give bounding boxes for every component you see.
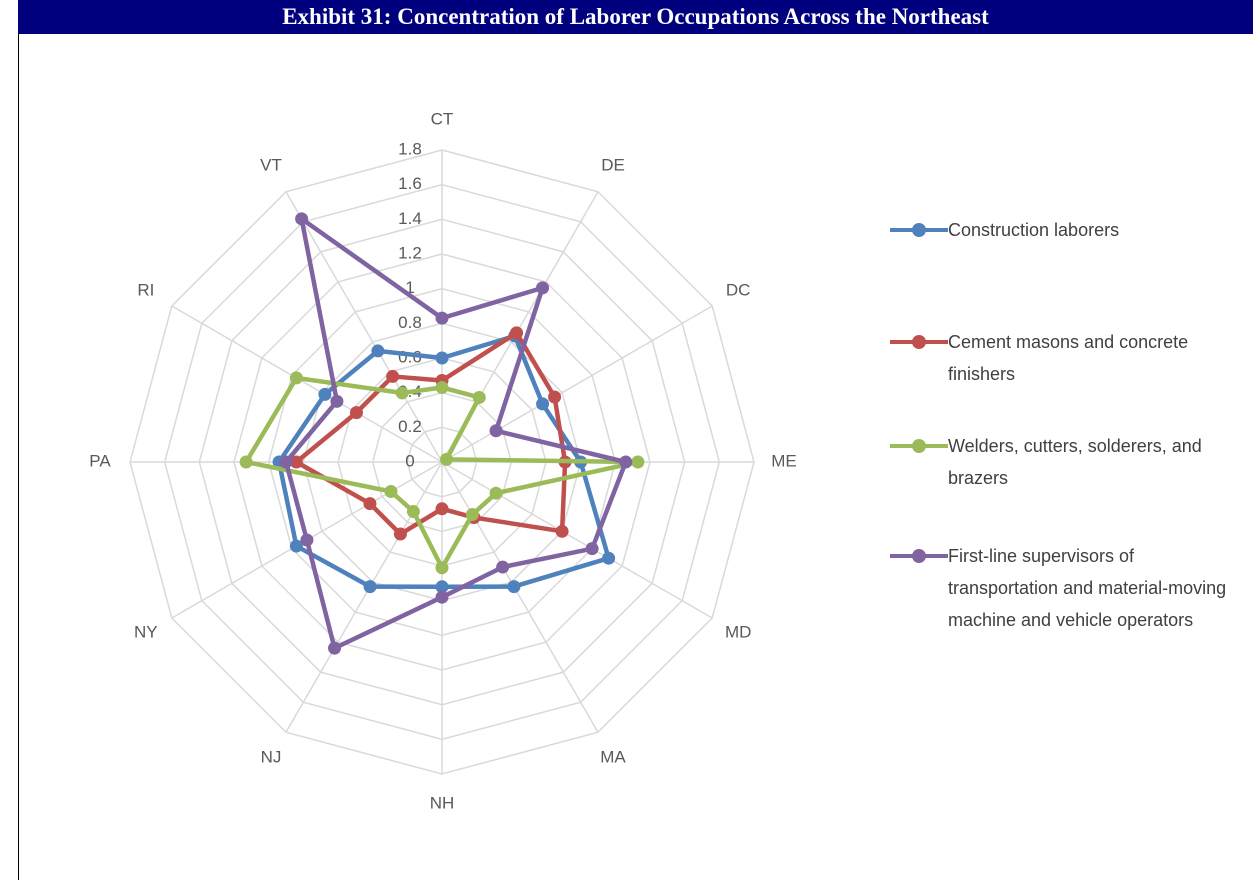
tick-label: 0 <box>405 451 414 470</box>
legend-dot <box>912 549 926 563</box>
series-marker <box>631 455 645 469</box>
spoke <box>441 461 599 733</box>
series-marker <box>440 452 454 466</box>
category-label: CT <box>431 109 454 128</box>
series-marker <box>363 497 377 511</box>
category-label: NY <box>134 622 158 641</box>
series-marker <box>371 344 385 358</box>
spoke <box>441 461 713 619</box>
legend-item: Construction laborers <box>890 214 1243 246</box>
series-marker <box>489 486 503 500</box>
tick-label: 0.2 <box>398 417 422 436</box>
series-marker <box>489 424 503 438</box>
series-marker <box>349 406 363 420</box>
series-marker <box>295 212 309 226</box>
legend-item: Welders, cutters, solderers, and brazers <box>890 430 1243 494</box>
series-marker <box>239 455 253 469</box>
category-label: VT <box>260 155 282 174</box>
frame <box>18 34 19 880</box>
tick-label: 1.2 <box>398 243 422 262</box>
legend-label: Welders, cutters, solderers, and brazers <box>948 436 1202 488</box>
series-marker <box>289 539 303 553</box>
legend-dot <box>912 335 926 349</box>
series-marker <box>435 502 449 516</box>
category-label: RI <box>137 280 154 299</box>
series-marker <box>330 394 344 408</box>
series-marker <box>435 380 449 394</box>
series-marker <box>465 508 479 522</box>
legend-label: Cement masons and concrete finishers <box>948 332 1189 384</box>
series-marker <box>536 397 550 411</box>
series-marker <box>435 580 449 594</box>
tick-label: 1 <box>405 278 414 297</box>
series-marker <box>279 455 293 469</box>
spoke <box>441 305 713 463</box>
spoke <box>285 191 443 463</box>
legend-key <box>890 214 948 246</box>
series-marker <box>510 326 524 340</box>
series-marker <box>289 455 303 469</box>
chart-title: Exhibit 31: Concentration of Laborer Occ… <box>18 0 1253 34</box>
series-marker <box>555 524 569 538</box>
series-marker <box>435 590 449 604</box>
series-marker <box>435 351 449 365</box>
category-label: ME <box>771 451 797 470</box>
category-label: PA <box>89 451 111 470</box>
series-marker <box>300 533 314 547</box>
series-marker <box>406 505 420 519</box>
series-marker <box>289 371 303 385</box>
tick-label: 0.8 <box>398 313 422 332</box>
category-label: NJ <box>261 748 282 767</box>
series-marker <box>395 386 409 400</box>
legend-label: First-line supervisors of transportation… <box>948 546 1227 630</box>
tick-label: 1.6 <box>398 174 422 193</box>
series-marker <box>507 580 521 594</box>
category-label: DC <box>726 280 751 299</box>
series-marker <box>384 484 398 498</box>
series-marker <box>536 281 550 295</box>
series-marker <box>496 560 510 574</box>
series-marker <box>435 561 449 575</box>
legend-key <box>890 430 948 462</box>
series-marker <box>386 369 400 383</box>
tick-label: 1.8 <box>398 139 422 158</box>
series-marker <box>619 455 633 469</box>
series-marker <box>393 527 407 541</box>
legend-item: First-line supervisors of transportation… <box>890 540 1243 636</box>
series-marker <box>602 551 616 565</box>
legend-dot <box>912 223 926 237</box>
legend-item: Cement masons and concrete finishers <box>890 326 1243 390</box>
spoke <box>171 305 443 463</box>
series-marker <box>318 387 332 401</box>
category-label: MD <box>725 622 751 641</box>
legend-key <box>890 326 948 358</box>
series-marker <box>435 311 449 325</box>
series-marker <box>472 390 486 404</box>
series-marker <box>548 390 562 404</box>
series-marker <box>328 641 342 655</box>
category-label: MA <box>600 748 626 767</box>
category-label: NH <box>430 793 455 812</box>
tick-label: 1.4 <box>398 209 422 228</box>
series-marker <box>585 542 599 556</box>
category-label: DE <box>601 155 625 174</box>
legend-key <box>890 540 948 572</box>
legend-dot <box>912 439 926 453</box>
legend-label: Construction laborers <box>948 220 1120 240</box>
series-marker <box>363 580 377 594</box>
